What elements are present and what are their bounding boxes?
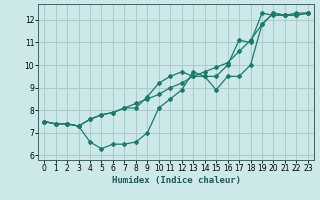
X-axis label: Humidex (Indice chaleur): Humidex (Indice chaleur) [111,176,241,185]
